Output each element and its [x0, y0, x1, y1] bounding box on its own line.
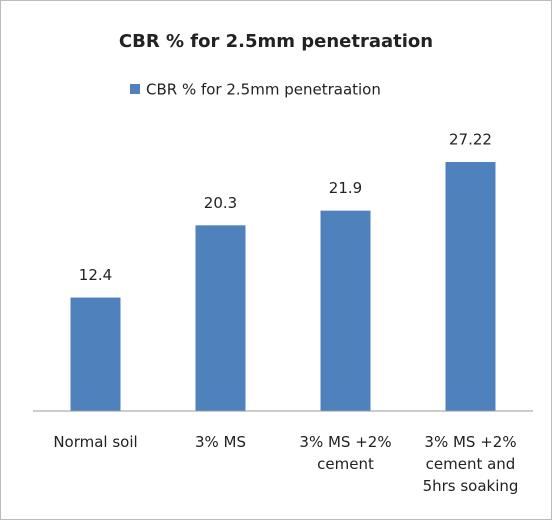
x-tick-label: 3% MS — [194, 433, 247, 451]
bar — [445, 162, 496, 411]
legend-swatch — [130, 84, 140, 94]
bar — [70, 297, 121, 411]
x-tick-label: Normal soil — [53, 433, 138, 451]
x-tick-label: 3% MS +2% cement and 5hrs soaking — [422, 433, 519, 495]
data-label: 27.22 — [449, 131, 492, 149]
x-tick-label: 3% MS +2% cement — [299, 433, 392, 473]
bar — [320, 210, 371, 411]
data-label: 21.9 — [329, 179, 362, 197]
data-label: 12.4 — [79, 266, 112, 284]
legend-label: CBR % for 2.5mm penetraation — [146, 81, 381, 99]
bar — [195, 225, 246, 411]
data-label: 20.3 — [204, 194, 237, 212]
chart-title: CBR % for 2.5mm penetraation — [119, 31, 433, 52]
